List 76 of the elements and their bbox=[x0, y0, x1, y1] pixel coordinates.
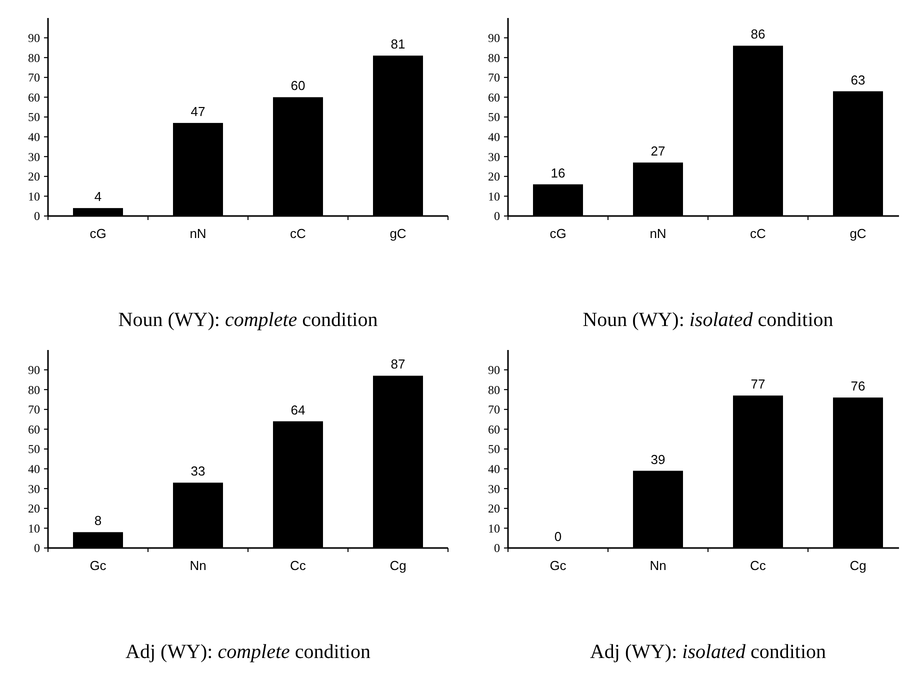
data-label: 47 bbox=[190, 104, 206, 119]
x-tick-label: Nn bbox=[190, 558, 206, 573]
data-label: 81 bbox=[390, 36, 406, 52]
x-tick-label: cC bbox=[290, 226, 306, 241]
y-tick-label: 40 bbox=[28, 130, 40, 144]
data-label: 77 bbox=[750, 376, 766, 392]
data-label: 86 bbox=[750, 26, 766, 42]
y-tick-label: 40 bbox=[28, 462, 40, 476]
y-tick-label: 90 bbox=[488, 31, 500, 45]
x-tick-label: cG bbox=[550, 226, 566, 241]
text: Noun (WY): isolated condition bbox=[582, 309, 834, 331]
y-tick-label: 10 bbox=[488, 521, 500, 536]
y-tick-label: 20 bbox=[28, 502, 40, 516]
data-label: 39 bbox=[650, 452, 666, 467]
x-tick-label: Gc bbox=[550, 558, 567, 573]
data-label: 8 bbox=[94, 513, 102, 528]
y-tick-label: 50 bbox=[28, 110, 40, 124]
x-tick-label: gC bbox=[390, 226, 406, 241]
x-tick-label: nN bbox=[650, 226, 666, 241]
data-label: 33 bbox=[190, 464, 206, 479]
y-tick-label: 30 bbox=[488, 482, 500, 496]
data-label: 16 bbox=[550, 165, 566, 180]
text: Adj (WY): isolated condition bbox=[590, 641, 826, 663]
y-tick-label: 30 bbox=[488, 150, 500, 164]
y-tick-label: 20 bbox=[488, 170, 500, 184]
x-tick-label: Cg bbox=[390, 558, 406, 573]
y-tick-label: 90 bbox=[28, 31, 40, 45]
x-tick-label: cG bbox=[90, 226, 106, 241]
y-tick-label: 50 bbox=[488, 442, 500, 456]
y-tick-label: 10 bbox=[28, 189, 40, 204]
data-label: 4 bbox=[94, 189, 102, 204]
x-tick-label: Gc bbox=[90, 558, 107, 573]
y-tick-label: 60 bbox=[488, 422, 500, 436]
data-label: 0 bbox=[554, 529, 562, 544]
data-label: 76 bbox=[850, 378, 866, 394]
data-label: 60 bbox=[290, 78, 306, 94]
y-tick-label: 60 bbox=[28, 422, 40, 436]
x-tick-label: cC bbox=[750, 226, 766, 241]
x-tick-label: gC bbox=[850, 226, 866, 241]
y-tick-label: 20 bbox=[488, 502, 500, 516]
y-tick-label: 0 bbox=[34, 209, 40, 224]
y-tick-label: 60 bbox=[488, 90, 500, 104]
y-tick-label: 80 bbox=[28, 50, 40, 65]
y-tick-label: 0 bbox=[34, 541, 40, 556]
y-tick-label: 10 bbox=[488, 189, 500, 204]
y-tick-label: 60 bbox=[28, 90, 40, 104]
y-tick-label: 80 bbox=[488, 50, 500, 65]
x-tick-label: nN bbox=[190, 226, 206, 241]
y-tick-label: 40 bbox=[488, 462, 500, 476]
y-tick-label: 0 bbox=[494, 541, 500, 556]
y-tick-label: 70 bbox=[488, 70, 500, 85]
y-tick-label: 20 bbox=[28, 170, 40, 184]
data-label: 63 bbox=[850, 72, 866, 88]
y-tick-label: 40 bbox=[488, 130, 500, 144]
y-tick-label: 80 bbox=[488, 382, 500, 397]
y-tick-label: 50 bbox=[28, 442, 40, 456]
y-tick-label: 30 bbox=[28, 482, 40, 496]
y-tick-label: 70 bbox=[28, 402, 40, 417]
y-tick-label: 0 bbox=[494, 209, 500, 224]
data-label: 27 bbox=[650, 144, 666, 159]
y-tick-label: 90 bbox=[488, 363, 500, 377]
data-label: 87 bbox=[390, 356, 406, 372]
x-tick-label: Cc bbox=[750, 558, 766, 573]
y-tick-label: 90 bbox=[28, 363, 40, 377]
x-tick-label: Nn bbox=[650, 558, 666, 573]
y-tick-label: 80 bbox=[28, 382, 40, 397]
x-tick-label: Cg bbox=[850, 558, 866, 573]
y-tick-label: 70 bbox=[488, 402, 500, 417]
data-label: 64 bbox=[290, 402, 306, 418]
y-tick-label: 70 bbox=[28, 70, 40, 85]
y-tick-label: 30 bbox=[28, 150, 40, 164]
text: Noun (WY): complete condition bbox=[118, 309, 378, 331]
x-tick-label: Cc bbox=[290, 558, 306, 573]
text: Adj (WY): complete condition bbox=[126, 641, 370, 663]
y-tick-label: 10 bbox=[28, 521, 40, 536]
y-tick-label: 50 bbox=[488, 110, 500, 124]
